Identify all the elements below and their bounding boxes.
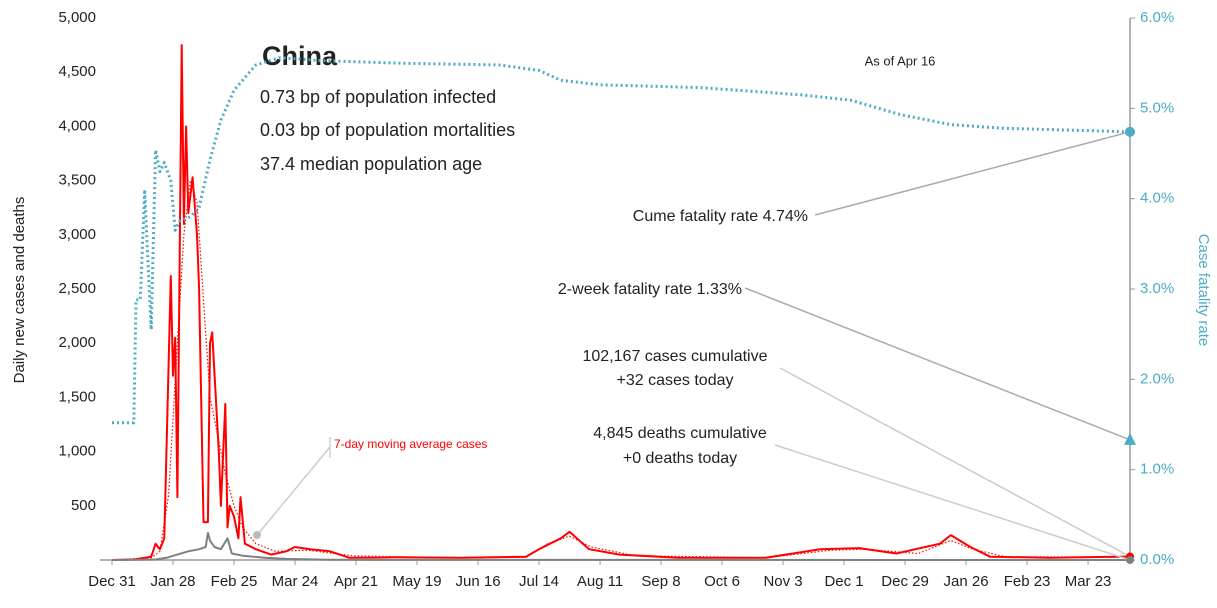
series-line bbox=[111, 531, 1132, 561]
end-marker bbox=[1126, 556, 1134, 564]
y-tick-label: 5,000 bbox=[58, 9, 96, 26]
y-tick-label: 4,500 bbox=[58, 63, 96, 80]
y2-tick-label: 4.0% bbox=[1140, 190, 1174, 207]
series-line bbox=[111, 44, 1132, 561]
series-line bbox=[111, 180, 1132, 561]
y2-tick-label: 1.0% bbox=[1140, 461, 1174, 478]
x-tick-label: Aug 11 bbox=[577, 573, 623, 590]
x-tick-label: Jan 26 bbox=[944, 573, 989, 590]
x-tick-label: Feb 25 bbox=[211, 573, 258, 590]
leader-line bbox=[744, 287, 1131, 441]
y2-tick-label: 3.0% bbox=[1140, 280, 1174, 297]
leader-line bbox=[257, 446, 331, 535]
y-tick-label: 3,000 bbox=[58, 226, 96, 243]
leader-line bbox=[814, 131, 1131, 216]
x-tick-label: Feb 23 bbox=[1004, 573, 1051, 590]
leader-line bbox=[779, 367, 1131, 558]
callout-sub: +32 cases today bbox=[617, 372, 734, 389]
y2-tick-label: 5.0% bbox=[1140, 99, 1174, 116]
info-line: 37.4 median population age bbox=[260, 154, 482, 174]
y-tick-label: 2,500 bbox=[58, 280, 96, 297]
date-note: As of Apr 16 bbox=[865, 53, 936, 68]
x-tick-label: May 19 bbox=[392, 573, 441, 590]
y2-axis-label: Case fatality rate bbox=[1195, 234, 1212, 347]
y-tick-label: 3,500 bbox=[58, 172, 96, 189]
callout-text: 2-week fatality rate 1.33% bbox=[558, 281, 742, 298]
series-label: 7-day moving average cases bbox=[334, 437, 487, 451]
x-tick-label: Jul 14 bbox=[519, 573, 559, 590]
x-tick-label: Jun 16 bbox=[456, 573, 501, 590]
callout-text: 4,845 deaths cumulative bbox=[593, 425, 767, 442]
x-tick-label: Dec 31 bbox=[88, 573, 136, 590]
x-tick-label: Nov 3 bbox=[763, 573, 802, 590]
callout-text: Cume fatality rate 4.74% bbox=[633, 208, 808, 225]
y-tick-label: 1,000 bbox=[58, 443, 96, 460]
x-tick-label: Apr 21 bbox=[334, 573, 378, 590]
y2-tick-label: 6.0% bbox=[1140, 9, 1174, 26]
x-tick-label: Mar 24 bbox=[272, 573, 319, 590]
x-tick-label: Mar 23 bbox=[1065, 573, 1112, 590]
info-line: 0.03 bp of population mortalities bbox=[260, 120, 515, 140]
callout-text: 102,167 cases cumulative bbox=[583, 348, 768, 365]
y-tick-label: 500 bbox=[71, 497, 96, 514]
y-tick-label: 1,500 bbox=[58, 388, 96, 405]
info-line: 0.73 bp of population infected bbox=[260, 87, 496, 107]
callout-sub: +0 deaths today bbox=[623, 450, 737, 467]
series-line bbox=[112, 56, 1130, 425]
leader-line bbox=[774, 444, 1131, 561]
end-marker bbox=[1125, 126, 1135, 137]
y-axis-label: Daily new cases and deaths bbox=[11, 197, 28, 384]
chart-title: China bbox=[262, 41, 338, 71]
x-tick-label: Oct 6 bbox=[704, 573, 740, 590]
x-tick-label: Dec 1 bbox=[824, 573, 863, 590]
leader-dot bbox=[253, 531, 261, 539]
x-tick-label: Jan 28 bbox=[150, 573, 195, 590]
end-marker bbox=[1124, 432, 1136, 445]
y-tick-label: 4,000 bbox=[58, 117, 96, 134]
y2-tick-label: 0.0% bbox=[1140, 551, 1174, 568]
x-tick-label: Dec 29 bbox=[881, 573, 929, 590]
y-tick-label: 2,000 bbox=[58, 334, 96, 351]
x-tick-label: Sep 8 bbox=[641, 573, 680, 590]
y2-tick-label: 2.0% bbox=[1140, 370, 1174, 387]
